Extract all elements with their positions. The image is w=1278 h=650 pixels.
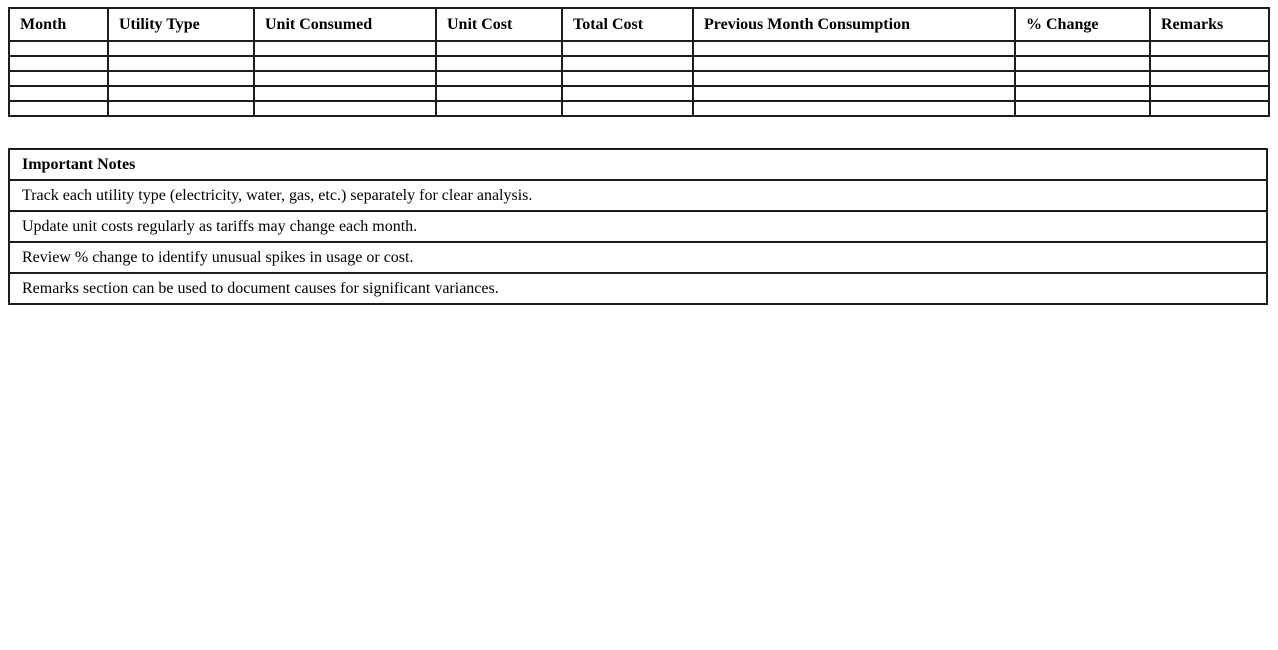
col-header-remarks: Remarks (1149, 7, 1270, 42)
empty-cell[interactable] (1014, 40, 1151, 57)
empty-cell[interactable] (1149, 55, 1270, 72)
empty-cell[interactable] (435, 70, 563, 87)
empty-cell[interactable] (1014, 100, 1151, 117)
empty-cell[interactable] (1149, 70, 1270, 87)
notes-title-row: Important Notes (8, 148, 1268, 181)
note-row: Track each utility type (electricity, wa… (8, 179, 1268, 212)
empty-cell[interactable] (8, 55, 109, 72)
important-notes-table: Important Notes Track each utility type … (8, 148, 1268, 305)
empty-cell[interactable] (1014, 70, 1151, 87)
empty-cell[interactable] (8, 70, 109, 87)
empty-cell[interactable] (561, 85, 694, 102)
table-row (8, 40, 1270, 57)
empty-cell[interactable] (692, 85, 1016, 102)
col-header-total-cost: Total Cost (561, 7, 694, 42)
empty-cell[interactable] (561, 40, 694, 57)
col-header-previous-month-consumption: Previous Month Consumption (692, 7, 1016, 42)
empty-cell[interactable] (692, 70, 1016, 87)
empty-cell[interactable] (253, 70, 437, 87)
empty-cell[interactable] (1014, 55, 1151, 72)
empty-cell[interactable] (692, 40, 1016, 57)
empty-cell[interactable] (107, 85, 255, 102)
table-row (8, 70, 1270, 87)
empty-cell[interactable] (435, 85, 563, 102)
note-row: Remarks section can be used to document … (8, 272, 1268, 305)
note-item-remarks-section: Remarks section can be used to document … (8, 272, 1268, 305)
empty-cell[interactable] (8, 100, 109, 117)
empty-cell[interactable] (107, 55, 255, 72)
empty-cell[interactable] (253, 40, 437, 57)
table-row (8, 100, 1270, 117)
empty-cell[interactable] (1149, 40, 1270, 57)
utility-consumption-table: Month Utility Type Unit Consumed Unit Co… (8, 7, 1270, 117)
empty-cell[interactable] (107, 40, 255, 57)
empty-cell[interactable] (253, 55, 437, 72)
empty-cell[interactable] (561, 70, 694, 87)
empty-cell[interactable] (8, 85, 109, 102)
notes-title: Important Notes (8, 148, 1268, 181)
col-header-percent-change: % Change (1014, 7, 1151, 42)
empty-cell[interactable] (107, 100, 255, 117)
table-row (8, 55, 1270, 72)
empty-cell[interactable] (8, 40, 109, 57)
col-header-unit-cost: Unit Cost (435, 7, 563, 42)
empty-cell[interactable] (1149, 85, 1270, 102)
empty-cell[interactable] (692, 100, 1016, 117)
note-row: Review % change to identify unusual spik… (8, 241, 1268, 274)
table-row (8, 85, 1270, 102)
empty-cell[interactable] (253, 85, 437, 102)
empty-cell[interactable] (1014, 85, 1151, 102)
col-header-unit-consumed: Unit Consumed (253, 7, 437, 42)
note-item-track-utility-types: Track each utility type (electricity, wa… (8, 179, 1268, 212)
empty-cell[interactable] (692, 55, 1016, 72)
col-header-utility-type: Utility Type (107, 7, 255, 42)
empty-cell[interactable] (1149, 100, 1270, 117)
note-item-review-percent-change: Review % change to identify unusual spik… (8, 241, 1268, 274)
col-header-month: Month (8, 7, 109, 42)
empty-cell[interactable] (561, 100, 694, 117)
empty-cell[interactable] (561, 55, 694, 72)
empty-cell[interactable] (435, 55, 563, 72)
note-row: Update unit costs regularly as tariffs m… (8, 210, 1268, 243)
empty-cell[interactable] (107, 70, 255, 87)
empty-cell[interactable] (435, 100, 563, 117)
empty-cell[interactable] (253, 100, 437, 117)
empty-cell[interactable] (435, 40, 563, 57)
note-item-update-unit-costs: Update unit costs regularly as tariffs m… (8, 210, 1268, 243)
table-header-row: Month Utility Type Unit Consumed Unit Co… (8, 7, 1270, 42)
